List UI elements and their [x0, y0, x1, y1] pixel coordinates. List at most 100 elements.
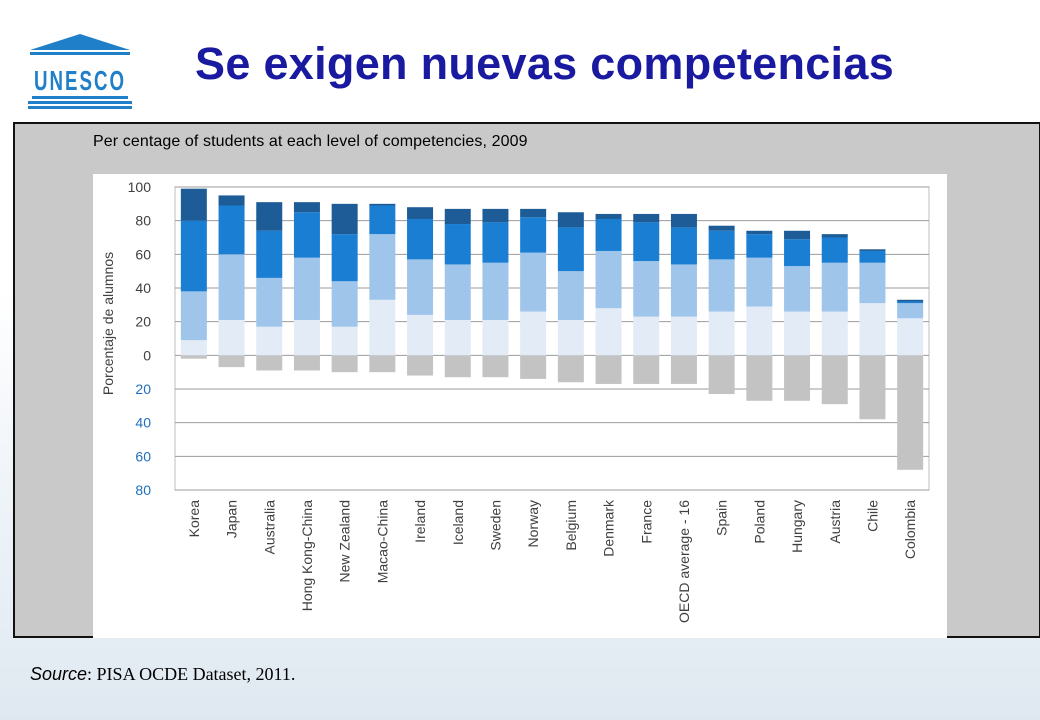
y-axis-label: Porcentaje de alumnos	[100, 252, 116, 395]
bar-level-1	[369, 299, 396, 356]
stacked-bar-chart: 100 80 60 40 20 0 20 40 60 80 Porcentaje de alumno…	[100, 179, 930, 623]
bar-level-3	[180, 220, 207, 292]
plot-panel: 100 80 60 40 20 0 20 40 60 80 Porcentaje de alumno…	[93, 174, 947, 638]
bar-below-level	[859, 355, 886, 420]
bar-level-3	[784, 239, 811, 267]
bar-level-1	[256, 326, 283, 356]
bar-level-4	[595, 213, 622, 219]
bar-below-level	[633, 355, 660, 384]
x-tick-label: Ireland	[412, 500, 428, 543]
bar-below-level	[482, 355, 509, 378]
bar-level-3	[482, 222, 509, 263]
bar-below-level	[821, 355, 848, 405]
bar-level-1	[746, 306, 773, 356]
bar-below-level	[218, 355, 245, 368]
bar-below-level	[708, 355, 735, 395]
bar-level-2	[482, 262, 509, 320]
source-label: Source	[30, 664, 88, 684]
bar-level-4	[482, 208, 509, 223]
bar-level-3	[746, 234, 773, 258]
bar-level-2	[784, 266, 811, 312]
bar-level-4	[293, 202, 320, 213]
bar-level-2	[821, 262, 848, 312]
bar-level-1	[595, 308, 622, 356]
bar-level-2	[708, 259, 735, 312]
x-tick-label: Austria	[827, 500, 843, 544]
x-tick-label: New Zealand	[337, 500, 353, 583]
y-tick-label: 40	[135, 415, 151, 431]
x-tick-label: Spain	[714, 500, 730, 536]
bar-level-2	[520, 252, 547, 312]
bar-level-4	[746, 230, 773, 235]
x-tick-label: Macao-China	[374, 500, 390, 583]
bar-level-2	[746, 257, 773, 307]
bar-level-4	[256, 202, 283, 231]
bar-level-2	[256, 277, 283, 327]
bar-level-1	[633, 316, 660, 356]
unesco-logo: UNESCO	[28, 34, 132, 109]
bar-below-level	[256, 355, 283, 371]
bar-level-2	[633, 261, 660, 317]
bar-below-level	[331, 355, 358, 373]
x-tick-label: Japan	[224, 500, 240, 538]
bar-level-1	[293, 319, 320, 356]
bar-level-4	[369, 203, 396, 206]
bar-level-1	[821, 311, 848, 356]
bar-below-level	[369, 355, 396, 373]
bar-level-3	[407, 218, 434, 260]
logo-text: UNESCO	[34, 65, 126, 96]
bar-level-1	[557, 319, 584, 356]
bar-level-4	[821, 234, 848, 238]
bar-below-level	[520, 355, 547, 379]
bar-level-2	[331, 281, 358, 327]
bar-level-3	[633, 222, 660, 262]
bar-level-2	[180, 291, 207, 341]
x-tick-label: Hungary	[789, 500, 805, 553]
bar-level-2	[897, 303, 924, 319]
bar-level-2	[670, 264, 697, 317]
bar-level-2	[595, 250, 622, 309]
bar-level-1	[784, 311, 811, 356]
x-tick-label: Korea	[186, 500, 202, 538]
x-tick-label: Hong Kong-China	[299, 500, 315, 612]
bar-level-1	[218, 319, 245, 356]
x-tick-label: Iceland	[450, 500, 466, 545]
bar-level-2	[369, 234, 396, 300]
bar-below-level	[293, 355, 320, 371]
bar-level-4	[180, 188, 207, 221]
bar-level-2	[218, 254, 245, 320]
x-tick-label: Sweden	[487, 500, 503, 551]
bar-level-4	[670, 213, 697, 228]
bar-level-3	[369, 205, 396, 235]
bar-below-level	[595, 355, 622, 384]
y-tick-label: 60	[135, 246, 151, 262]
bar-below-level	[897, 355, 924, 470]
bar-level-3	[520, 217, 547, 253]
bar-level-3	[293, 212, 320, 258]
bar-level-3	[670, 227, 697, 265]
bar-level-2	[293, 257, 320, 320]
bar-below-level	[557, 355, 584, 383]
logo-pediment	[30, 34, 130, 50]
bar-level-1	[520, 311, 547, 356]
x-tick-label: Poland	[751, 500, 767, 544]
bar-level-1	[859, 303, 886, 356]
bar-level-3	[331, 234, 358, 282]
source-note: Source: PISA OCDE Dataset, 2011.	[30, 664, 295, 685]
bar-level-3	[557, 227, 584, 272]
page-title: Se exigen nuevas competencias	[195, 38, 895, 89]
x-tick-label: Denmark	[601, 499, 617, 557]
bar-level-4	[218, 195, 245, 206]
bar-level-3	[595, 218, 622, 251]
bar-level-4	[633, 213, 660, 223]
y-tick-label: 80	[135, 482, 151, 498]
x-tick-label: Belgium	[563, 500, 579, 551]
y-tick-label: 100	[128, 179, 152, 195]
bar-below-level	[746, 355, 773, 401]
bar-level-4	[897, 299, 924, 302]
bar-level-4	[407, 207, 434, 219]
bar-level-4	[708, 225, 735, 231]
y-tick-label: 20	[135, 381, 151, 397]
x-tick-label: France	[638, 500, 654, 544]
bar-level-3	[859, 250, 886, 263]
